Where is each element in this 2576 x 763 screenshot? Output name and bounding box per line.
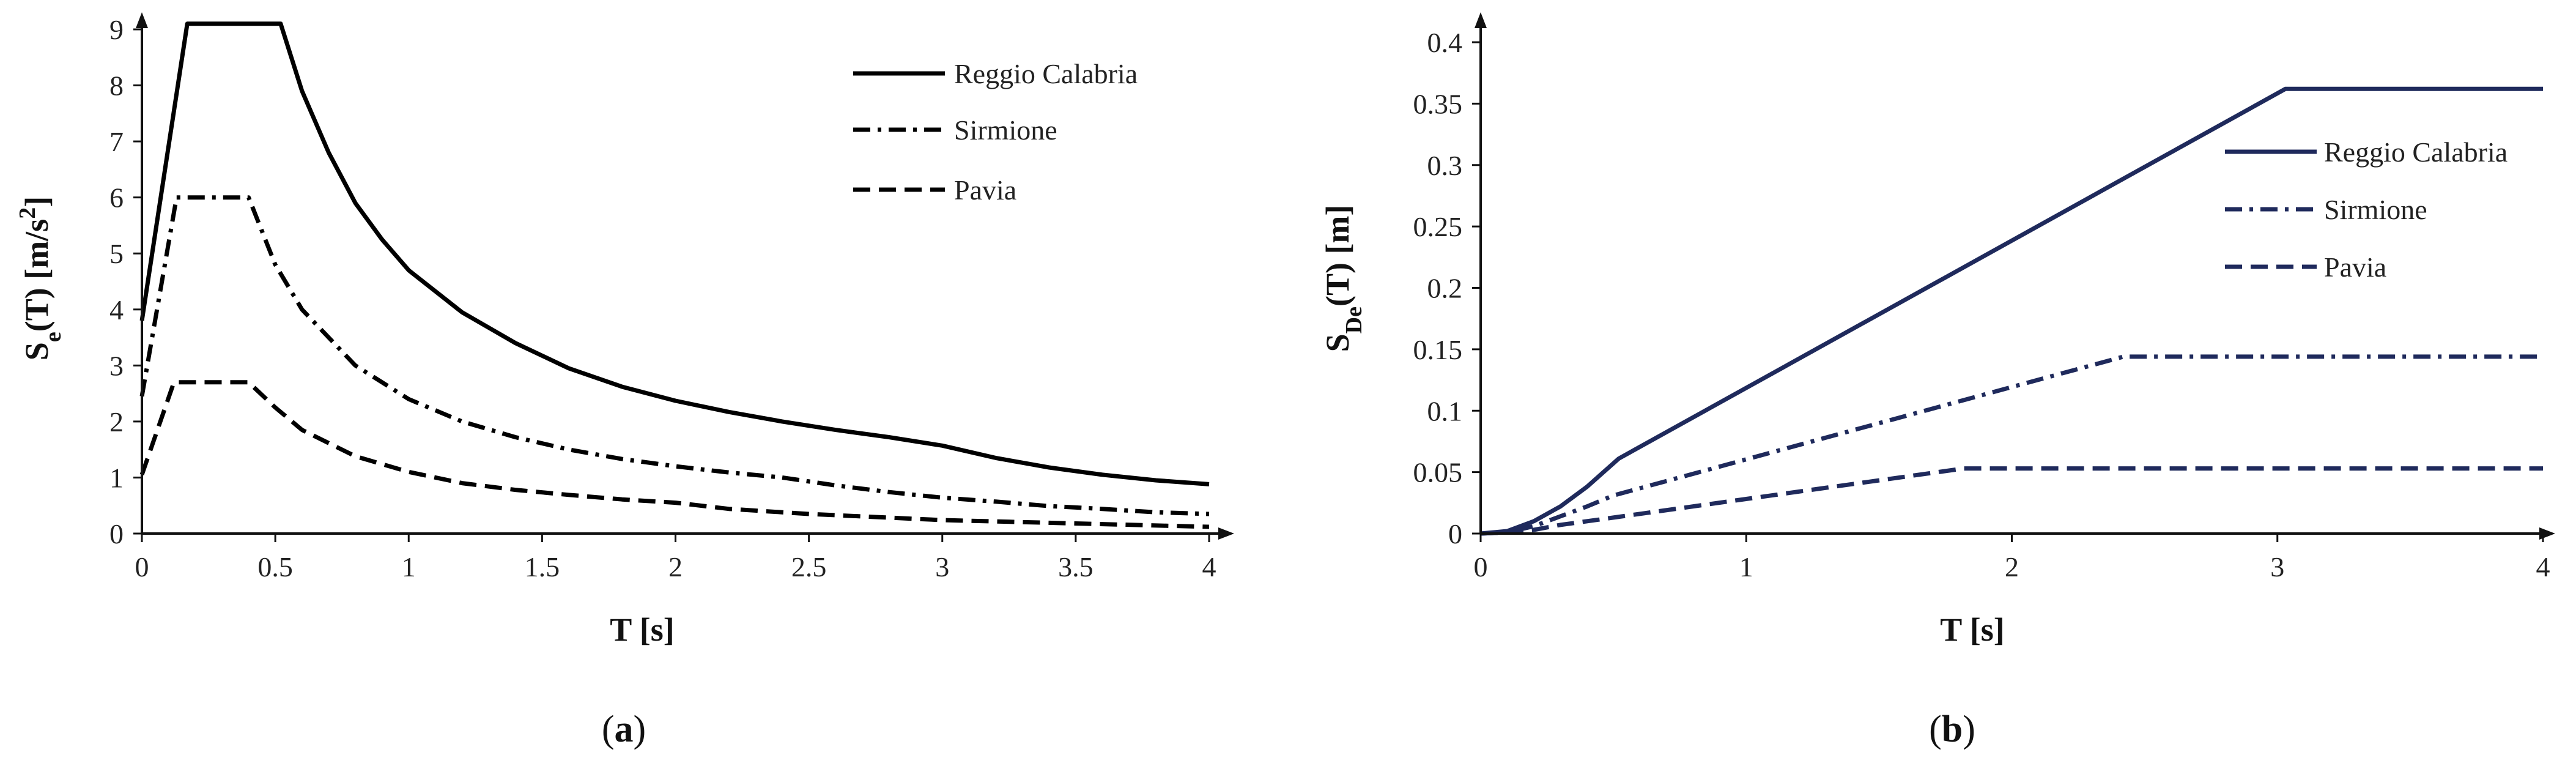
y-tick-label-b: 0 [1448,518,1462,549]
y-tick-label-b: 0.15 [1413,334,1463,365]
x-tick-label-b: 0 [1474,551,1488,582]
x-tick-label-a: 0.5 [257,551,293,582]
y-tick-label-b: 0.3 [1427,150,1463,181]
x-tick-label-a: 1 [402,551,416,582]
x-tick-label-a: 2.5 [791,551,827,582]
x-axis-arrow-b [2539,527,2555,540]
x-axis-arrow-a [1218,527,1234,540]
x-tick-label-a: 3 [935,551,949,582]
x-tick-label-a: 1.5 [525,551,560,582]
y-axis-arrow-a [136,12,148,28]
caption-b: (b) [1929,709,1975,750]
y-axis-title-a: Se(T) [m/s2] [15,196,66,360]
x-tick-label-b: 4 [2536,551,2550,582]
x-tick-label-a: 0 [135,551,149,582]
y-tick-label-a: 5 [109,238,124,269]
y-axis-arrow-b [1475,12,1487,28]
x-tick-label-b: 3 [2270,551,2284,582]
y-tick-label-a: 0 [109,518,124,549]
tick-group-b: 0 1 2 3 4 0 0.05 0.1 0.15 0.2 0.25 0.3 0.35 0.4 [1413,27,2550,582]
x-tick-label-a: 4 [1202,551,1216,582]
tick-group-a: 0 0.5 1 1.5 2 2.5 3 3.5 4 0 1 2 3 4 5 6 7 8 9 [109,14,1216,582]
legend-label-reggio-b: Reggio Calabria [2324,136,2508,168]
chart-panel-a: 0 0.5 1 1.5 2 2.5 3 3.5 4 0 1 2 3 4 5 6 7 8 9 T [s] Se(T) … [15,12,1234,750]
caption-a: (a) [602,709,646,750]
y-tick-label-a: 1 [109,462,124,493]
legend-label-reggio-a: Reggio Calabria [954,58,1138,89]
series-line-sirmione-a [139,195,1210,516]
chart-panel-b: 0 1 2 3 4 0 0.05 0.1 0.15 0.2 0.25 0.3 0.35 0.4 T [s]… [1319,12,2555,750]
y-tick-label-a: 2 [109,406,124,437]
legend-label-sirmione-a: Sirmione [954,114,1057,146]
y-tick-label-a: 8 [109,70,124,102]
y-tick-label-b: 0.05 [1413,457,1463,488]
series-line-sirmione-b [1480,354,2543,536]
y-tick-label-a: 4 [109,294,124,326]
legend-a: Reggio Calabria Sirmione Pavia [853,58,1138,206]
y-tick-label-b: 0.1 [1427,395,1463,426]
x-axis-title-a: T [s] [610,611,675,648]
y-tick-label-b: 0.35 [1413,88,1463,119]
x-axis-title-b: T [s] [1940,611,2005,648]
series-group-a [139,21,1210,529]
series-line-reggio-calabria-a [139,21,1210,486]
y-tick-label-b: 0.25 [1413,211,1463,242]
y-tick-label-a: 6 [109,182,124,214]
x-tick-label-a: 2 [668,551,683,582]
legend-label-sirmione-b: Sirmione [2324,194,2427,225]
x-tick-label-b: 1 [1739,551,1753,582]
legend-label-pavia-b: Pavia [2324,251,2386,283]
y-tick-label-b: 0.4 [1427,27,1463,58]
series-line-pavia-a [139,380,1210,529]
x-tick-label-b: 2 [2005,551,2019,582]
y-tick-label-a: 9 [109,14,124,45]
y-tick-label-b: 0.2 [1427,273,1463,304]
series-line-reggio-calabria-b [1480,86,2543,536]
series-group-b [1480,86,2543,536]
series-line-pavia-b [1480,466,2543,536]
legend-label-pavia-a: Pavia [954,174,1016,206]
y-axis-title-b: SDe(T) [m] [1319,205,1367,352]
legend-b: Reggio Calabria Sirmione Pavia [2225,136,2508,283]
y-tick-label-a: 3 [109,350,124,381]
y-tick-label-a: 7 [109,126,124,157]
x-tick-label-a: 3.5 [1058,551,1094,582]
